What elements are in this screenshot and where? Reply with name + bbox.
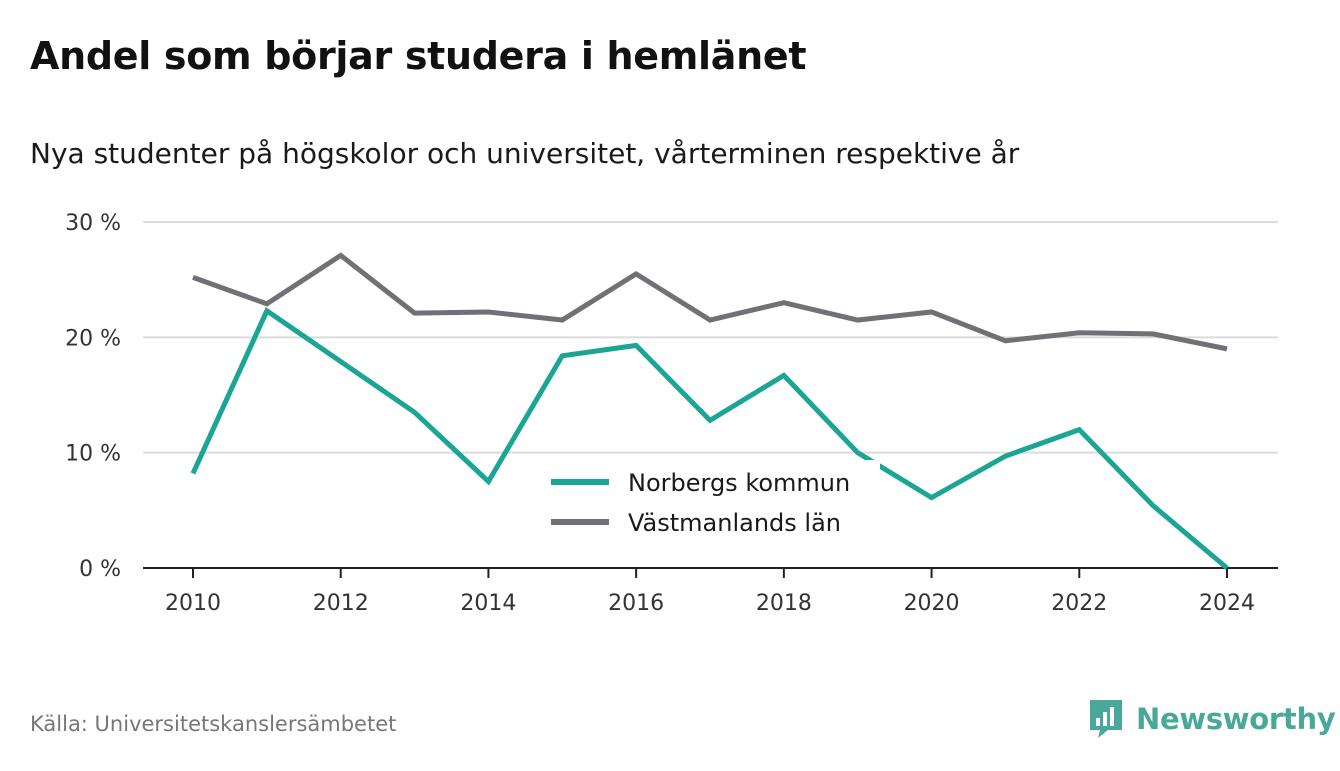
x-tick-label: 2014: [460, 591, 516, 616]
source-note: Källa: Universitetskanslersämbetet: [30, 712, 397, 736]
x-axis: [143, 567, 1278, 578]
y-tick-labels: 0 % 10 % 20 % 30 %: [65, 211, 121, 582]
x-tick-label: 2020: [904, 591, 960, 616]
brand-logo: Newsworthy: [1088, 698, 1336, 740]
x-tick-labels: 2010 2012 2014 2016 2018 2020 2022 2024: [165, 591, 1255, 616]
newsworthy-logo-icon: [1090, 700, 1122, 738]
series-line-västmanlands-län: [192, 252, 1228, 352]
chart-subtitle: Nya studenter på högskolor och universit…: [30, 137, 1020, 170]
chart-title: Andel som börjar studera i hemlänet: [30, 34, 807, 78]
legend-background: [540, 460, 880, 550]
x-tick-label: 2018: [756, 591, 812, 616]
gridlines: [143, 221, 1278, 454]
legend-label: Västmanlands län: [628, 509, 841, 537]
series-line-norbergs-kommun: [190, 307, 1229, 570]
x-tick-label: 2016: [608, 591, 664, 616]
legend: Norbergs kommun Västmanlands län: [540, 460, 880, 550]
x-tick-label: 2022: [1051, 591, 1107, 616]
y-tick-label: 0 %: [79, 557, 121, 582]
brand-name: Newsworthy: [1136, 702, 1336, 736]
series-lines: [190, 252, 1229, 570]
y-tick-label: 20 %: [65, 326, 121, 351]
x-tick-label: 2012: [313, 591, 369, 616]
x-tick-label: 2010: [165, 591, 221, 616]
legend-label: Norbergs kommun: [628, 469, 850, 497]
x-tick-label: 2024: [1199, 591, 1255, 616]
y-tick-label: 30 %: [65, 211, 121, 236]
y-tick-label: 10 %: [65, 442, 121, 467]
